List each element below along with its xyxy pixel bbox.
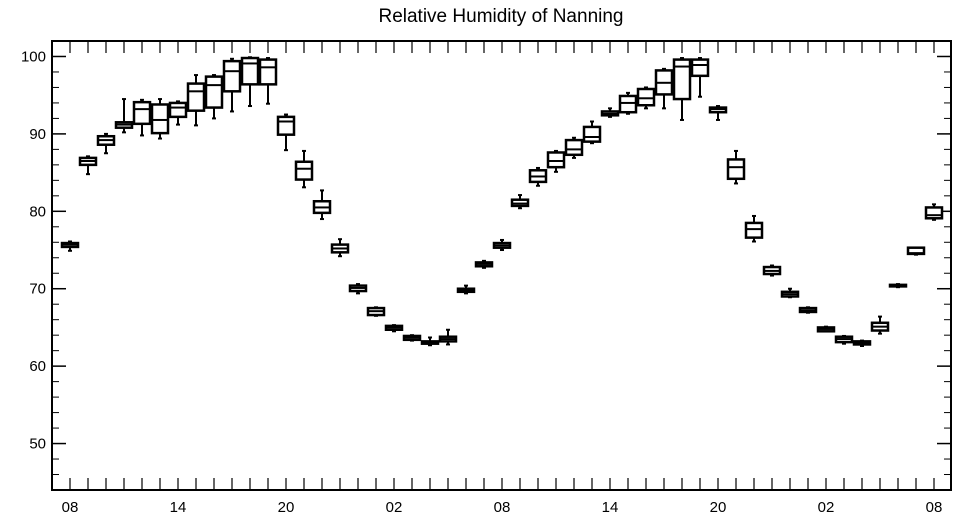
box [510,194,530,210]
box [654,67,674,110]
box [780,287,800,299]
box [744,214,764,243]
box-body [204,75,224,109]
box [330,238,350,258]
box-body [150,103,170,135]
box [438,328,458,346]
x-tick-label: 08 [494,499,511,516]
box [672,57,692,121]
box-series [60,56,944,348]
box [762,264,782,277]
axes: 50 60 70 80 90 100 08 14 20 02 08 14 20 02 08 [21,40,951,516]
x-tick-label: 08 [62,499,79,516]
box [870,315,890,335]
box [60,240,80,252]
box-body [636,87,656,107]
x-tick-label: 02 [386,499,403,516]
box [114,98,134,134]
box-body [276,115,296,136]
box-body [582,125,602,143]
box [834,334,854,345]
box-body [546,151,566,169]
box [204,74,224,120]
box [528,166,548,187]
box [186,74,206,127]
box [726,149,746,185]
box [222,57,242,113]
box [312,189,332,221]
box [456,284,476,295]
y-tick-label: 100 [21,48,46,65]
box [636,86,656,110]
x-tick-label: 02 [818,499,835,516]
y-tick-label: 90 [29,126,46,143]
box [816,325,836,333]
box [294,149,314,189]
x-tick-label: 14 [170,499,187,516]
box-body [168,101,188,119]
box [492,238,512,252]
box [798,306,818,314]
box [852,339,872,348]
x-tick-label: 20 [278,499,295,516]
box-body [690,58,710,78]
box-body [240,56,260,86]
box [618,91,638,115]
box-body [132,100,152,126]
box-body [744,221,764,239]
box [276,113,296,152]
y-tick-label: 60 [29,358,46,375]
chart-title: Relative Humidity of Nanning [378,6,623,27]
box-body [618,94,638,114]
box [366,306,386,317]
box [906,246,926,256]
x-tick-label: 08 [926,499,943,516]
box [564,136,584,159]
box [474,259,494,269]
box [384,324,404,333]
box [924,203,944,221]
box [258,57,278,105]
box [420,336,440,347]
box [168,100,188,126]
box-body [564,138,584,157]
box [348,283,368,295]
box [888,283,908,289]
box-body [258,58,278,86]
y-tick-label: 50 [29,436,46,453]
box [150,98,170,140]
box [582,120,602,145]
x-tick-label: 20 [710,499,727,516]
box [708,105,728,121]
box [690,57,710,98]
y-tick-label: 70 [29,281,46,298]
y-tick-label: 80 [29,203,46,220]
box [96,132,116,155]
box-body [726,158,746,181]
box-body [222,59,242,93]
box [600,107,620,118]
box [546,149,566,173]
x-tick-label: 14 [602,499,619,516]
box-body [294,160,314,181]
box [240,56,260,108]
box [78,155,98,176]
box-body [186,82,206,112]
box [402,334,422,342]
box [132,98,152,137]
box-body [924,206,944,220]
box-body [672,58,692,101]
